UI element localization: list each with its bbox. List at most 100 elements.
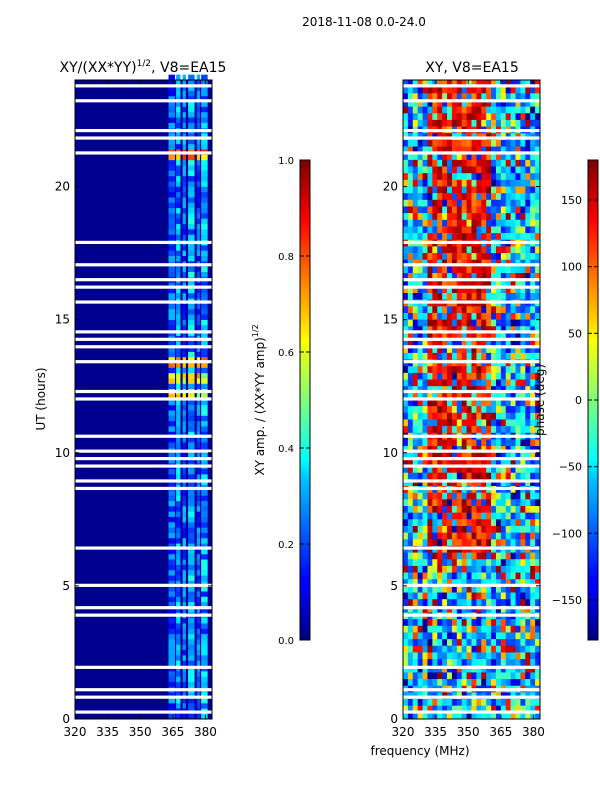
phase-heatmap-cell <box>427 399 433 407</box>
phase-heatmap-cell <box>427 472 433 480</box>
phase-heatmap-cell <box>407 352 414 360</box>
phase-heatmap-cell <box>476 219 482 227</box>
phase-heatmap-cell <box>530 213 536 221</box>
phase-heatmap-cell <box>520 452 526 460</box>
phase-heatmap-cell <box>407 399 414 407</box>
amplitude-heatmap-cell <box>201 703 208 709</box>
phase-heatmap-cell <box>525 366 531 374</box>
amplitude-heatmap-cell <box>176 175 181 182</box>
phase-heatmap-cell <box>471 326 477 334</box>
phase-heatmap-cell <box>422 159 428 167</box>
phase-heatmap-cell <box>535 99 541 107</box>
phase-heatmap-cell <box>427 332 433 340</box>
amplitude-heatmap-cell <box>182 266 186 272</box>
phase-heatmap-cell <box>520 492 526 500</box>
phase-heatmap-cell <box>495 439 502 447</box>
phase-heatmap-cell <box>447 519 453 527</box>
phase-heatmap-cell <box>491 306 497 314</box>
phase-heatmap-cell <box>520 146 526 154</box>
phase-heatmap-cell <box>520 173 526 181</box>
phase-heatmap-cell <box>422 146 428 154</box>
phase-heatmap-cell <box>491 226 497 234</box>
amplitude-heatmap-cell <box>201 628 208 635</box>
amplitude-heatmap-cell <box>188 399 195 406</box>
amplitude-heatmap-cell <box>196 506 201 512</box>
phase-heatmap-cell <box>530 106 536 114</box>
phase-heatmap-cell <box>520 525 526 533</box>
phase-heatmap-cell <box>486 412 492 420</box>
phase-heatmap-cell <box>520 466 526 474</box>
amplitude-heatmap-cell <box>168 681 176 688</box>
phase-heatmap-cell <box>442 585 448 593</box>
phase-heatmap-cell <box>417 705 423 713</box>
phase-heatmap-cell <box>471 119 477 127</box>
phase-heatmap-cell <box>447 712 453 720</box>
phase-heatmap-cell <box>451 279 458 287</box>
phase-heatmap-cell <box>437 652 443 660</box>
phase-heatmap-cell <box>495 293 502 300</box>
phase-heatmap-cell <box>486 712 492 720</box>
phase-heatmap-cell <box>535 472 541 480</box>
phase-heatmap-cell <box>422 392 428 400</box>
phase-heatmap-cell <box>520 572 526 580</box>
phase-heatmap-cell <box>407 605 414 613</box>
phase-heatmap-cell <box>456 452 463 460</box>
phase-heatmap-cell <box>447 619 453 627</box>
phase-heatmap-cell <box>495 632 502 640</box>
phase-heatmap-cell <box>495 512 502 520</box>
phase-heatmap-cell <box>476 479 482 487</box>
phase-heatmap-cell <box>510 572 516 580</box>
phase-heatmap-cell <box>417 619 423 627</box>
amplitude-heatmap-cell <box>201 569 208 576</box>
amplitude-heatmap-cell <box>168 351 176 358</box>
phase-heatmap-cell <box>535 213 541 221</box>
amplitude-heatmap-cell <box>182 250 186 257</box>
phase-heatmap-cell <box>486 452 492 460</box>
amplitude-heatmap-cell <box>201 378 208 384</box>
phase-heatmap-cell <box>486 179 492 187</box>
phase-heatmap-cell <box>495 579 502 587</box>
phase-heatmap-cell <box>525 645 531 653</box>
phase-heatmap-cell <box>403 213 409 221</box>
phase-heatmap-cell <box>456 286 463 294</box>
amplitude-heatmap-cell <box>188 90 195 97</box>
phase-heatmap-cell <box>427 639 433 647</box>
phase-heatmap-cell <box>495 699 502 706</box>
phase-heatmap-cell <box>466 332 472 340</box>
phase-heatmap-cell <box>525 559 531 567</box>
amplitude-heatmap-cell <box>168 585 176 592</box>
amplitude-heatmap-cell <box>188 234 195 241</box>
phase-heatmap-cell <box>451 532 458 540</box>
phase-heatmap-cell <box>486 679 492 687</box>
amplitude-heatmap-cell <box>196 175 201 182</box>
phase-heatmap-cell <box>466 659 472 667</box>
phase-heatmap-cell <box>437 366 443 374</box>
phase-heatmap-cell <box>500 665 507 673</box>
amplitude-heatmap-cell <box>188 293 195 299</box>
phase-heatmap-cell <box>481 525 487 533</box>
phase-heatmap-cell <box>461 226 467 234</box>
phase-heatmap-cell <box>417 672 423 680</box>
phase-heatmap-cell <box>515 286 521 294</box>
phase-heatmap-cell <box>447 246 453 254</box>
phase-heatmap-cell <box>427 146 433 154</box>
phase-heatmap-cell <box>447 645 453 653</box>
phase-heatmap-cell <box>481 565 487 573</box>
phase-heatmap-cell <box>530 632 536 640</box>
phase-heatmap-cell <box>535 585 541 593</box>
phase-heatmap-cell <box>471 186 477 194</box>
phase-heatmap-cell <box>535 452 541 460</box>
phase-heatmap-cell <box>461 499 467 507</box>
phase-heatmap-cell <box>466 452 472 460</box>
phase-heatmap-cell <box>437 525 443 533</box>
phase-heatmap-cell <box>520 625 526 633</box>
phase-heatmap-cell <box>427 592 433 600</box>
amplitude-heatmap-cell <box>201 633 208 640</box>
phase-heatmap-cell <box>437 665 443 673</box>
phase-heatmap-cell <box>495 159 502 167</box>
phase-heatmap-cell <box>461 186 467 194</box>
amplitude-heatmap-cell <box>182 159 186 166</box>
phase-heatmap-cell <box>422 712 428 720</box>
phase-heatmap-cell <box>461 426 467 434</box>
phase-heatmap-cell <box>456 99 463 107</box>
